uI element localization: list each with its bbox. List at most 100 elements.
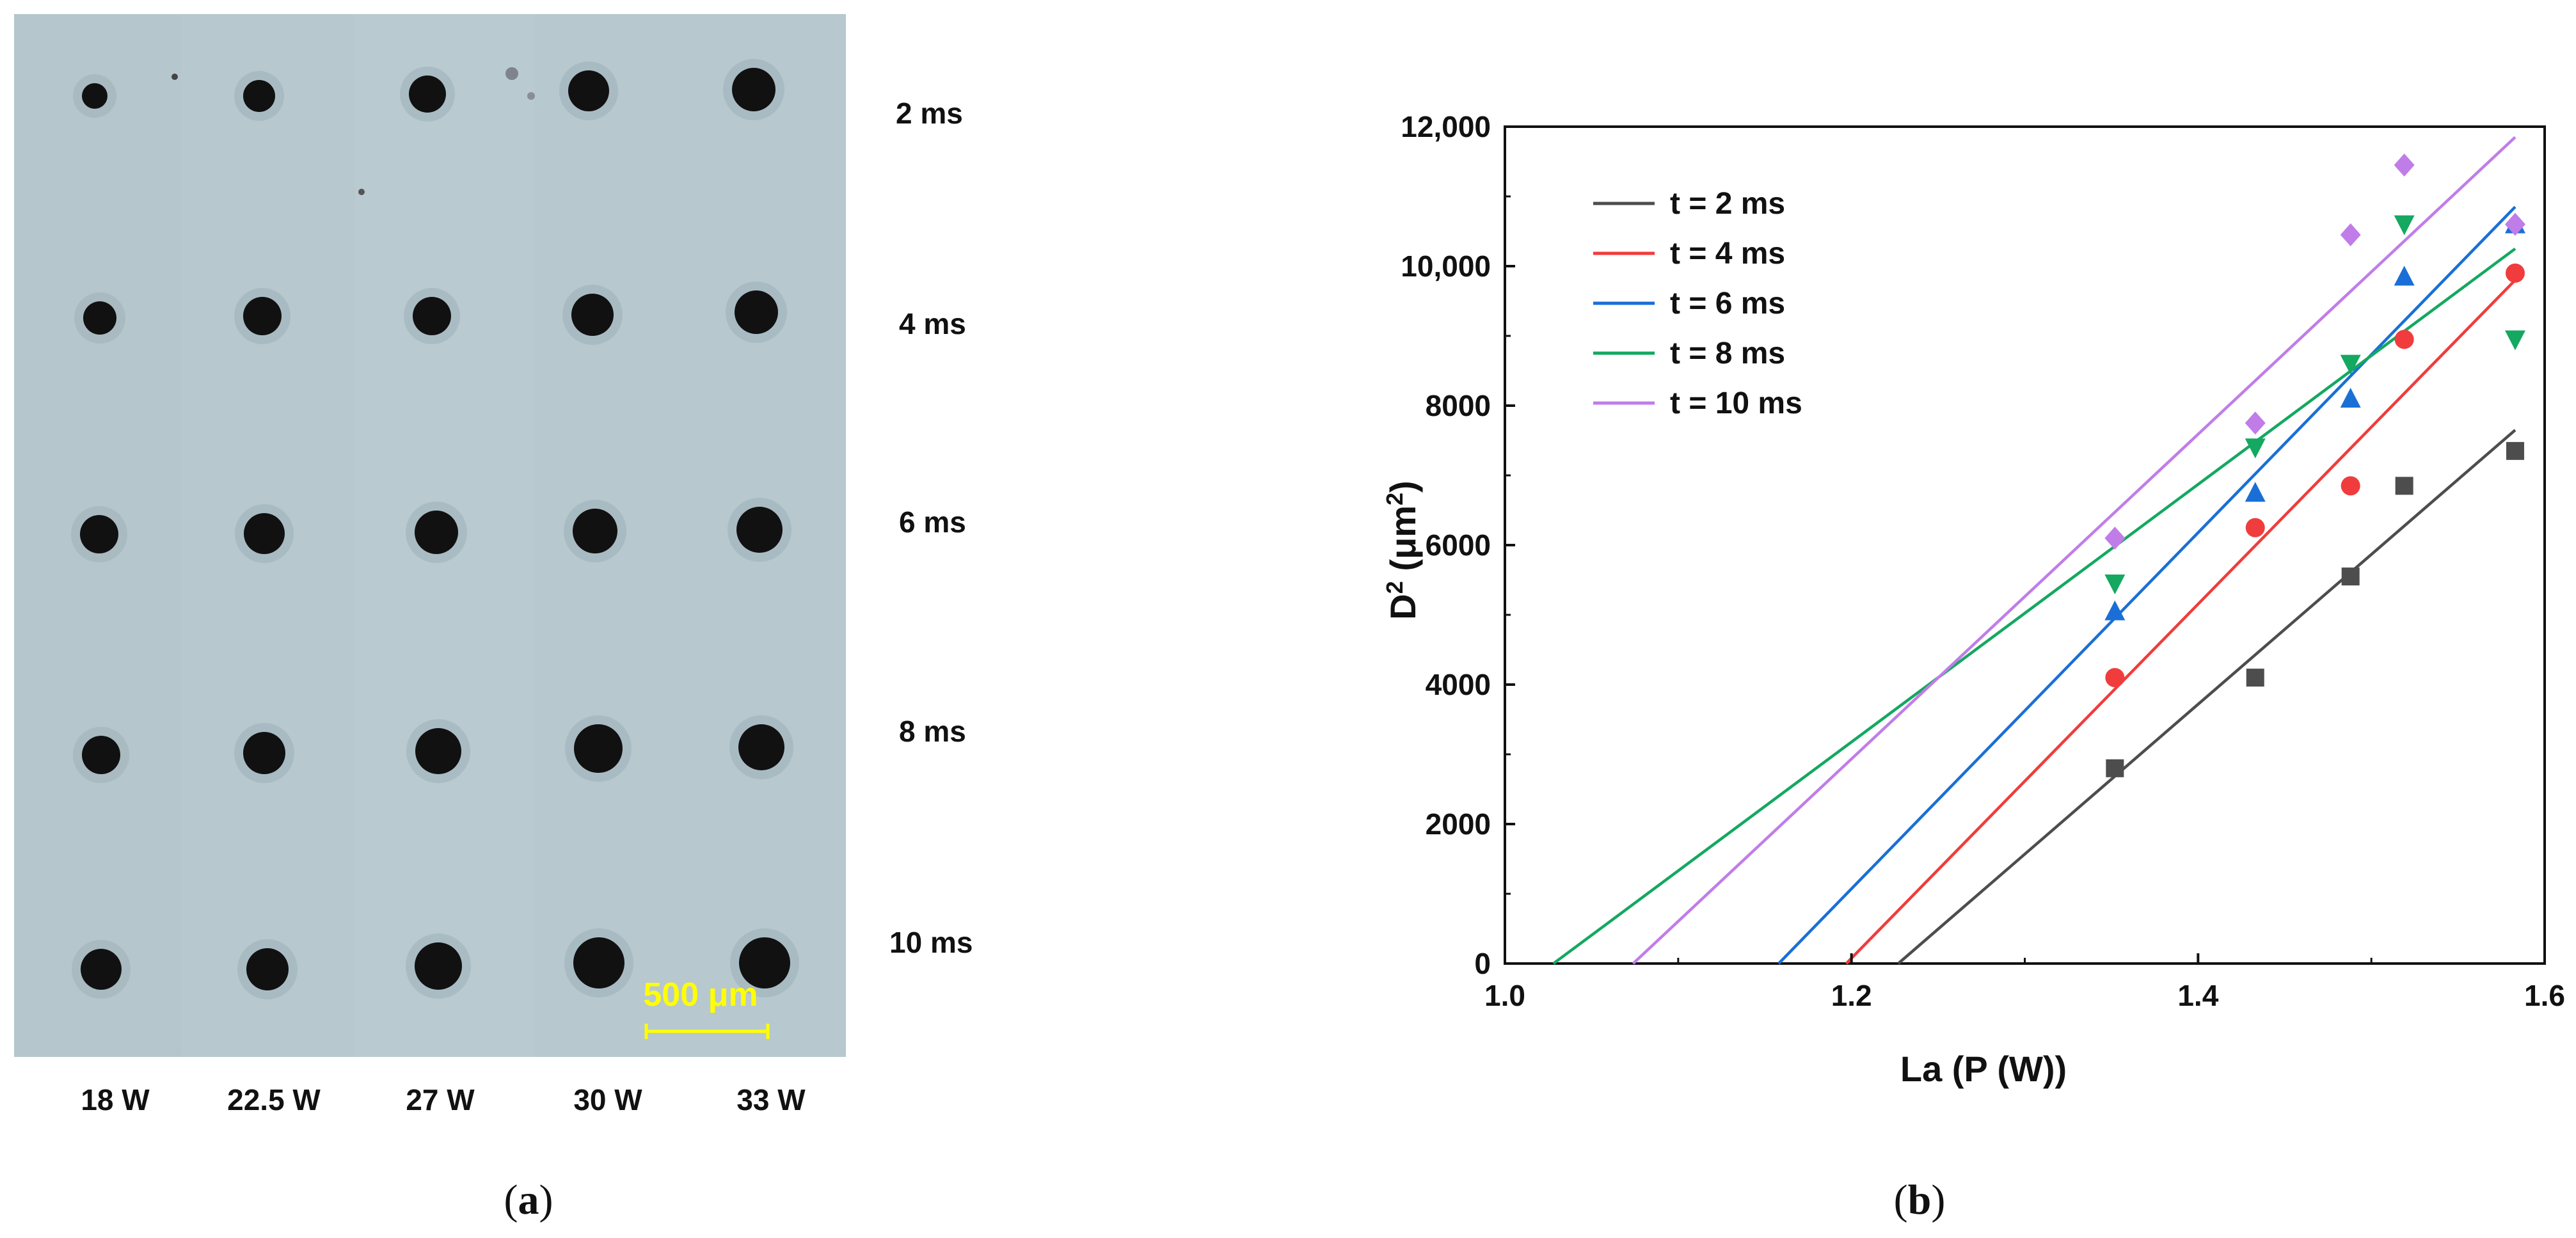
y-tick-label: 4000 [1426,668,1491,701]
data-point [2394,266,2415,286]
fit-line [1845,279,2516,965]
data-point [2245,411,2266,435]
fit-line [1552,247,2516,965]
data-point [2394,153,2415,177]
legend-label: t = 2 ms [1670,187,1785,221]
data-point [2104,574,2126,594]
legend-label: t = 6 ms [1670,287,1785,321]
laser-spot [732,68,775,111]
plot-area-border [1504,125,2546,965]
y-tick-label: 2000 [1426,807,1491,841]
laser-spot [568,70,609,111]
legend-label: t = 8 ms [1670,337,1785,370]
laser-spot [574,724,623,773]
laser-spot [82,736,120,774]
legend-label: t = 10 ms [1670,386,1802,420]
debris-speck [358,189,365,195]
data-point [2245,482,2266,502]
chart-panel: 1.0 1.2 1.4 1.6 0 2000 4000 6000 8000 10,000 12,0… [1381,110,2565,1223]
data-point [2340,388,2361,408]
data-point [2504,330,2525,351]
data-point [2394,215,2415,235]
data-point [2341,567,2360,586]
laser-spot [735,290,778,334]
data-point [2340,354,2361,375]
data-point [2245,518,2265,537]
laser-spot [415,728,461,774]
pulse-label-8ms: 8 ms [899,715,966,748]
debris-marks [171,67,535,195]
laser-spot [573,937,624,988]
laser-spot [243,80,275,112]
x-tick-label: 1.0 [1484,979,1525,1012]
laser-spot [243,732,285,774]
laser-spot [80,515,118,553]
laser-spot [739,937,790,988]
laser-spot [246,948,289,990]
scale-bar-label: 500 μm [643,976,758,1013]
y-axis-label: D2 (μm2) [1381,480,1424,619]
data-markers [2104,153,2525,777]
y-tick-label: 12,000 [1401,110,1491,143]
laser-spot [571,294,614,336]
y-tick-label: 0 [1474,947,1491,980]
power-label-33w: 33 W [736,1083,806,1116]
power-label-27w: 27 W [406,1083,475,1116]
laser-spot [81,949,122,990]
data-point [2106,759,2124,777]
power-label-30w: 30 W [573,1083,642,1116]
micrograph-panel: 500 μm 2 ms 4 ms 6 ms 8 ms 10 ms 18 W 22… [14,14,973,1223]
data-point [2104,600,2126,621]
x-tick-label: 1.4 [2177,979,2218,1012]
laser-spot [415,942,462,990]
laser-spot [409,75,446,113]
y-tick-label: 8000 [1426,389,1491,422]
pulse-label-10ms: 10 ms [889,926,973,959]
debris-speck [171,74,178,80]
fit-line [1777,205,2516,965]
pulse-label-6ms: 6 ms [899,505,966,539]
data-point [2395,477,2413,495]
legend: t = 2 ms t = 4 ms t = 6 ms t = 8 ms t = 10 m… [1593,187,1802,420]
laser-spot [83,301,116,335]
debris-speck [505,67,518,80]
laser-spot [413,297,451,335]
x-axis-ticks: 1.0 1.2 1.4 1.6 [1484,953,2565,1012]
y-axis-ticks: 0 2000 4000 6000 8000 10,000 12,000 [1401,110,1515,980]
laser-spot [573,509,617,553]
data-point [2104,527,2126,550]
legend-label: t = 4 ms [1670,237,1785,271]
data-point [2506,441,2524,460]
data-point [2505,263,2525,283]
laser-spot [82,83,107,109]
data-point [2105,668,2125,688]
pulse-label-2ms: 2 ms [896,97,963,130]
data-point [2340,223,2361,246]
data-point [2341,476,2360,496]
power-label-22-5w: 22.5 W [227,1083,321,1116]
x-axis-label: La (P (W)) [1900,1049,2067,1089]
x-tick-label: 1.2 [1831,979,1872,1012]
data-point [2245,438,2266,459]
fit-line [1632,136,2516,965]
fit-line [1897,429,2516,965]
y-tick-label: 10,000 [1401,250,1491,283]
data-point [2394,329,2414,349]
caption-b: (b) [1894,1177,1946,1223]
data-point [2504,212,2525,236]
laser-spot [415,511,458,554]
plot-frame [1504,125,2546,965]
laser-spot [736,507,783,553]
laser-spot [244,513,285,554]
laser-spot [243,297,282,335]
data-point [2246,669,2264,687]
debris-speck [527,92,535,100]
laser-spot [738,724,784,770]
fit-lines [1552,136,2516,965]
x-tick-label: 1.6 [2524,979,2565,1012]
spot-array [71,59,799,999]
power-label-18w: 18 W [81,1083,150,1116]
pulse-label-4ms: 4 ms [899,307,966,340]
y-tick-label: 6000 [1426,528,1491,562]
